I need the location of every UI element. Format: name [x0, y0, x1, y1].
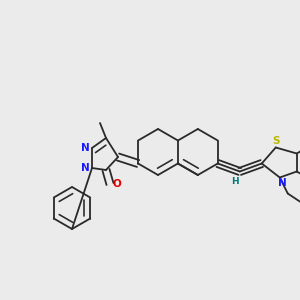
Text: S: S: [272, 136, 280, 146]
Text: N: N: [81, 143, 89, 153]
Text: O: O: [112, 179, 122, 189]
Text: N: N: [81, 163, 89, 173]
Text: H: H: [231, 177, 238, 186]
Text: N: N: [278, 178, 287, 188]
